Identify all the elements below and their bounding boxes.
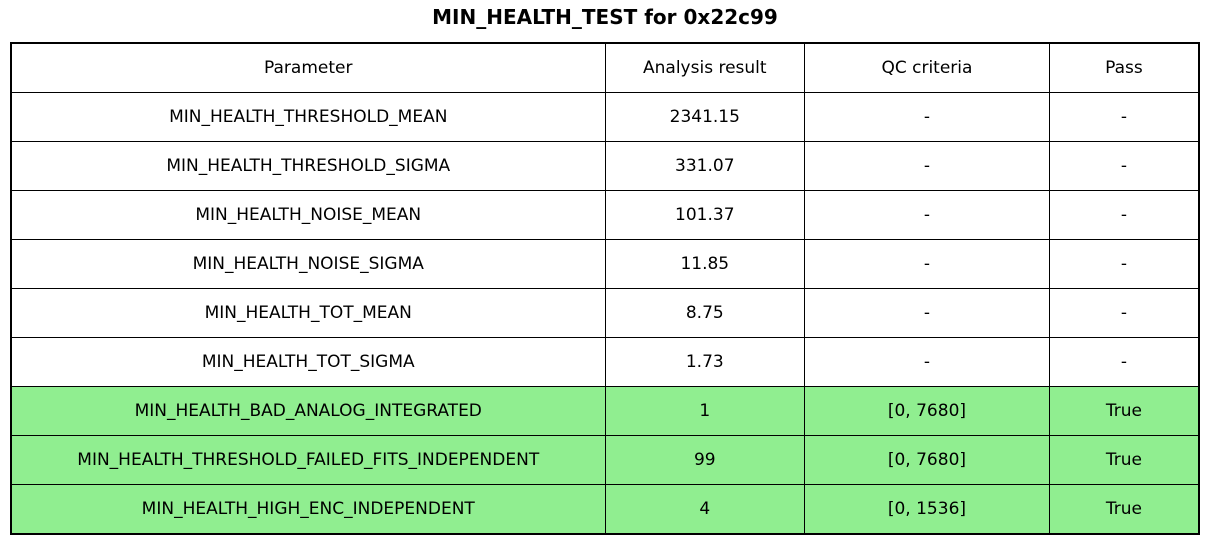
qc-results-table: Parameter Analysis result QC criteria Pa… — [10, 42, 1200, 535]
cell-qc-criteria: [0, 7680] — [804, 435, 1050, 485]
cell-analysis-result: 11.85 — [604, 239, 806, 289]
cell-qc-criteria: - — [804, 190, 1050, 240]
cell-pass: - — [1048, 92, 1200, 142]
column-header-pass: Pass — [1048, 42, 1200, 93]
table-row: MIN_HEALTH_THRESHOLD_FAILED_FITS_INDEPEN… — [10, 435, 1200, 485]
cell-analysis-result: 1 — [604, 386, 806, 436]
cell-analysis-result: 4 — [604, 484, 806, 535]
cell-qc-criteria: - — [804, 92, 1050, 142]
cell-pass: True — [1048, 484, 1200, 535]
table-row: MIN_HEALTH_TOT_MEAN 8.75- - — [10, 288, 1200, 338]
table-row: MIN_HEALTH_HIGH_ENC_INDEPENDENT 4 [0, 1536… — [10, 484, 1200, 535]
column-header-analysis-result: Analysis result — [604, 42, 806, 93]
column-header-qc-criteria: QC criteria — [804, 42, 1050, 93]
header-row: Parameter Analysis result QC criteria Pa… — [10, 42, 1200, 93]
cell-analysis-result: 1.73 — [604, 337, 806, 387]
cell-parameter: MIN_HEALTH_THRESHOLD_FAILED_FITS_INDEPEN… — [10, 435, 606, 485]
cell-parameter: MIN_HEALTH_HIGH_ENC_INDEPENDENT — [10, 484, 606, 535]
table-row: MIN_HEALTH_THRESHOLD_SIGMA 331.07- - — [10, 141, 1200, 191]
cell-analysis-result: 8.75 — [604, 288, 806, 338]
cell-pass: - — [1048, 337, 1200, 387]
cell-pass: True — [1048, 386, 1200, 436]
cell-qc-criteria: - — [804, 288, 1050, 338]
cell-qc-criteria: - — [804, 141, 1050, 191]
cell-analysis-result: 101.37 — [604, 190, 806, 240]
cell-pass: - — [1048, 141, 1200, 191]
cell-qc-criteria: - — [804, 337, 1050, 387]
table-row: MIN_HEALTH_NOISE_MEAN 101.37- - — [10, 190, 1200, 240]
cell-pass: True — [1048, 435, 1200, 485]
column-header-parameter: Parameter — [10, 42, 606, 93]
cell-parameter: MIN_HEALTH_THRESHOLD_MEAN — [10, 92, 606, 142]
chart-title: MIN_HEALTH_TEST for 0x22c99 — [432, 5, 778, 29]
cell-parameter: MIN_HEALTH_THRESHOLD_SIGMA — [10, 141, 606, 191]
cell-parameter: MIN_HEALTH_TOT_SIGMA — [10, 337, 606, 387]
table-row: MIN_HEALTH_TOT_SIGMA 1.73- - — [10, 337, 1200, 387]
cell-pass: - — [1048, 190, 1200, 240]
cell-qc-criteria: [0, 7680] — [804, 386, 1050, 436]
cell-parameter: MIN_HEALTH_NOISE_MEAN — [10, 190, 606, 240]
table-body: MIN_HEALTH_THRESHOLD_MEAN 2341.15- - MIN_HE… — [10, 92, 1200, 535]
cell-pass: - — [1048, 288, 1200, 338]
table-row: MIN_HEALTH_THRESHOLD_MEAN 2341.15- - — [10, 92, 1200, 142]
table-row: MIN_HEALTH_BAD_ANALOG_INTEGRATED 1 [0, 768… — [10, 386, 1200, 436]
cell-parameter: MIN_HEALTH_TOT_MEAN — [10, 288, 606, 338]
cell-analysis-result: 99 — [604, 435, 806, 485]
cell-parameter: MIN_HEALTH_NOISE_SIGMA — [10, 239, 606, 289]
cell-analysis-result: 2341.15 — [604, 92, 806, 142]
table-row: MIN_HEALTH_NOISE_SIGMA 11.85- - — [10, 239, 1200, 289]
cell-analysis-result: 331.07 — [604, 141, 806, 191]
cell-pass: - — [1048, 239, 1200, 289]
cell-qc-criteria: [0, 1536] — [804, 484, 1050, 535]
cell-qc-criteria: - — [804, 239, 1050, 289]
cell-parameter: MIN_HEALTH_BAD_ANALOG_INTEGRATED — [10, 386, 606, 436]
